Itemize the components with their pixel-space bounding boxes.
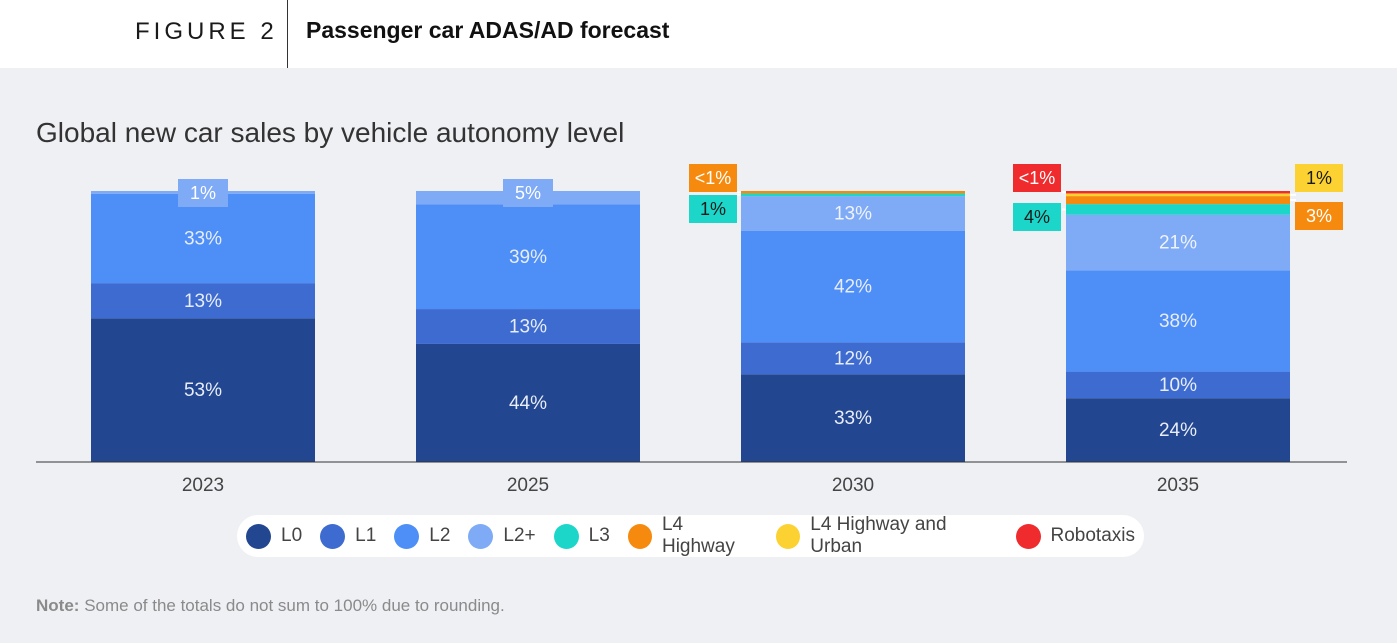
legend-swatch bbox=[1015, 523, 1041, 549]
bar-segment bbox=[91, 193, 315, 284]
x-tick-labels: 2023 2025 2030 2035 bbox=[182, 475, 1199, 496]
footnote: Note: Some of the totals do not sum to 1… bbox=[36, 596, 505, 616]
data-label: 13% bbox=[509, 317, 547, 338]
legend-item: L1 bbox=[320, 523, 377, 549]
value-badge: 5% bbox=[503, 179, 553, 207]
data-label: 33% bbox=[834, 408, 872, 429]
legend-label: L4 Highway and Urban bbox=[810, 514, 947, 557]
legend-label: Robotaxis bbox=[1050, 525, 1136, 546]
bar-segment bbox=[416, 343, 640, 462]
bar-segment bbox=[741, 196, 965, 231]
legend-label: L2+ bbox=[503, 525, 536, 546]
data-label: 42% bbox=[834, 277, 872, 298]
figure-title: Passenger car ADAS/AD forecast bbox=[306, 17, 670, 43]
legend-swatch bbox=[468, 523, 494, 549]
data-label: 10% bbox=[1159, 375, 1197, 396]
value-badge: 1% bbox=[1295, 164, 1343, 192]
legend-label: L4 Highway bbox=[661, 514, 735, 557]
value-badge: <1% bbox=[1013, 164, 1061, 192]
badge-background bbox=[1295, 164, 1343, 192]
bars-layer bbox=[91, 191, 1290, 462]
data-label: 24% bbox=[1159, 420, 1197, 441]
figure-label: FIGURE 2 bbox=[135, 18, 278, 45]
bar-segment bbox=[416, 204, 640, 310]
data-label: 39% bbox=[509, 247, 547, 268]
data-label: 4% bbox=[1024, 207, 1050, 227]
bar-segment bbox=[741, 230, 965, 343]
legend-swatch bbox=[394, 523, 420, 549]
value-badge: <1% bbox=[689, 164, 737, 192]
legend-label: L3 bbox=[588, 525, 610, 546]
data-label: 38% bbox=[1159, 311, 1197, 332]
legend: L0 L1 L2 L2+ L3 L4 Highway L4 Highway and Urba… bbox=[237, 514, 1144, 558]
bar-segment bbox=[91, 283, 315, 319]
x-tick-label: 2025 bbox=[507, 475, 549, 496]
chart-title: Global new car sales by vehicle autonomy… bbox=[36, 117, 625, 148]
bar-segment bbox=[1066, 196, 1290, 205]
bar-segment bbox=[741, 193, 965, 197]
bar-segment bbox=[1066, 371, 1290, 399]
data-label: 21% bbox=[1159, 233, 1197, 254]
badge-background bbox=[1295, 202, 1343, 230]
x-tick-label: 2030 bbox=[832, 475, 874, 496]
bar-segment bbox=[1066, 193, 1290, 197]
data-label: 44% bbox=[509, 393, 547, 414]
bar-segment bbox=[1066, 204, 1290, 215]
legend-swatch bbox=[553, 523, 579, 549]
note-label: Note: bbox=[36, 596, 80, 615]
bar-segment bbox=[1066, 398, 1290, 462]
stacked-bar-chart: 53% 13% 33% 1% 44% 13% 39% 5% 33% 12% 42% 13% <1% 1% 2… bbox=[36, 164, 1347, 496]
data-label: 3% bbox=[1306, 206, 1332, 226]
badge-background bbox=[689, 164, 737, 192]
note-text: Some of the totals do not sum to 100% du… bbox=[84, 596, 505, 615]
figure-header: FIGURE 2 Passenger car ADAS/AD forecast bbox=[0, 0, 1397, 68]
data-label: 13% bbox=[834, 203, 872, 224]
data-label: 12% bbox=[834, 348, 872, 369]
bar-segment bbox=[741, 342, 965, 375]
data-label: 53% bbox=[184, 380, 222, 401]
legend-item: L3 bbox=[553, 523, 610, 549]
data-label: 1% bbox=[190, 183, 216, 203]
bar-segment bbox=[1066, 270, 1290, 372]
legend-swatch bbox=[627, 523, 652, 549]
x-tick-label: 2035 bbox=[1157, 475, 1199, 496]
header-divider bbox=[287, 0, 288, 68]
legend-item: L2+ bbox=[468, 523, 536, 549]
legend-label: L0 bbox=[281, 525, 303, 546]
value-badge: 4% bbox=[1013, 203, 1061, 231]
data-label: <1% bbox=[1019, 168, 1056, 188]
bar-segment bbox=[741, 374, 965, 462]
legend-swatch bbox=[246, 523, 271, 549]
legend-swatch bbox=[776, 523, 801, 549]
data-label: 13% bbox=[184, 291, 222, 312]
bar-segment bbox=[741, 191, 965, 194]
legend-item: Robotaxis bbox=[1015, 523, 1136, 549]
bar-segment bbox=[91, 318, 315, 462]
legend-item: L0 bbox=[246, 523, 303, 549]
value-badge: 3% bbox=[1295, 202, 1343, 230]
bar-segment bbox=[1066, 214, 1290, 271]
legend-swatch bbox=[320, 523, 346, 549]
labels-layer: 53% 13% 33% 1% 44% 13% 39% 5% 33% 12% 42% 13% <1% 1% 2… bbox=[178, 164, 1343, 441]
bar-segment bbox=[416, 309, 640, 344]
badge-background bbox=[178, 179, 228, 207]
legend-item: L2 bbox=[394, 523, 451, 549]
legend-label: L1 bbox=[355, 525, 377, 546]
value-badge: 1% bbox=[689, 195, 737, 223]
badge-background bbox=[1013, 203, 1061, 231]
x-tick-label: 2023 bbox=[182, 475, 224, 496]
badge-background bbox=[1013, 164, 1061, 192]
legend-label: L2 bbox=[429, 525, 451, 546]
data-label: 5% bbox=[515, 183, 541, 203]
bar-segment bbox=[1066, 191, 1290, 194]
legend-item: L4 Highway and Urban bbox=[776, 514, 997, 558]
data-label: 33% bbox=[184, 228, 222, 249]
badge-background bbox=[689, 195, 737, 223]
legend-item: L4 Highway bbox=[627, 514, 758, 558]
data-label: 1% bbox=[700, 199, 726, 219]
data-label: 1% bbox=[1306, 168, 1332, 188]
badge-background bbox=[503, 179, 553, 207]
value-badge: 1% bbox=[178, 179, 228, 207]
data-label: <1% bbox=[695, 168, 732, 188]
